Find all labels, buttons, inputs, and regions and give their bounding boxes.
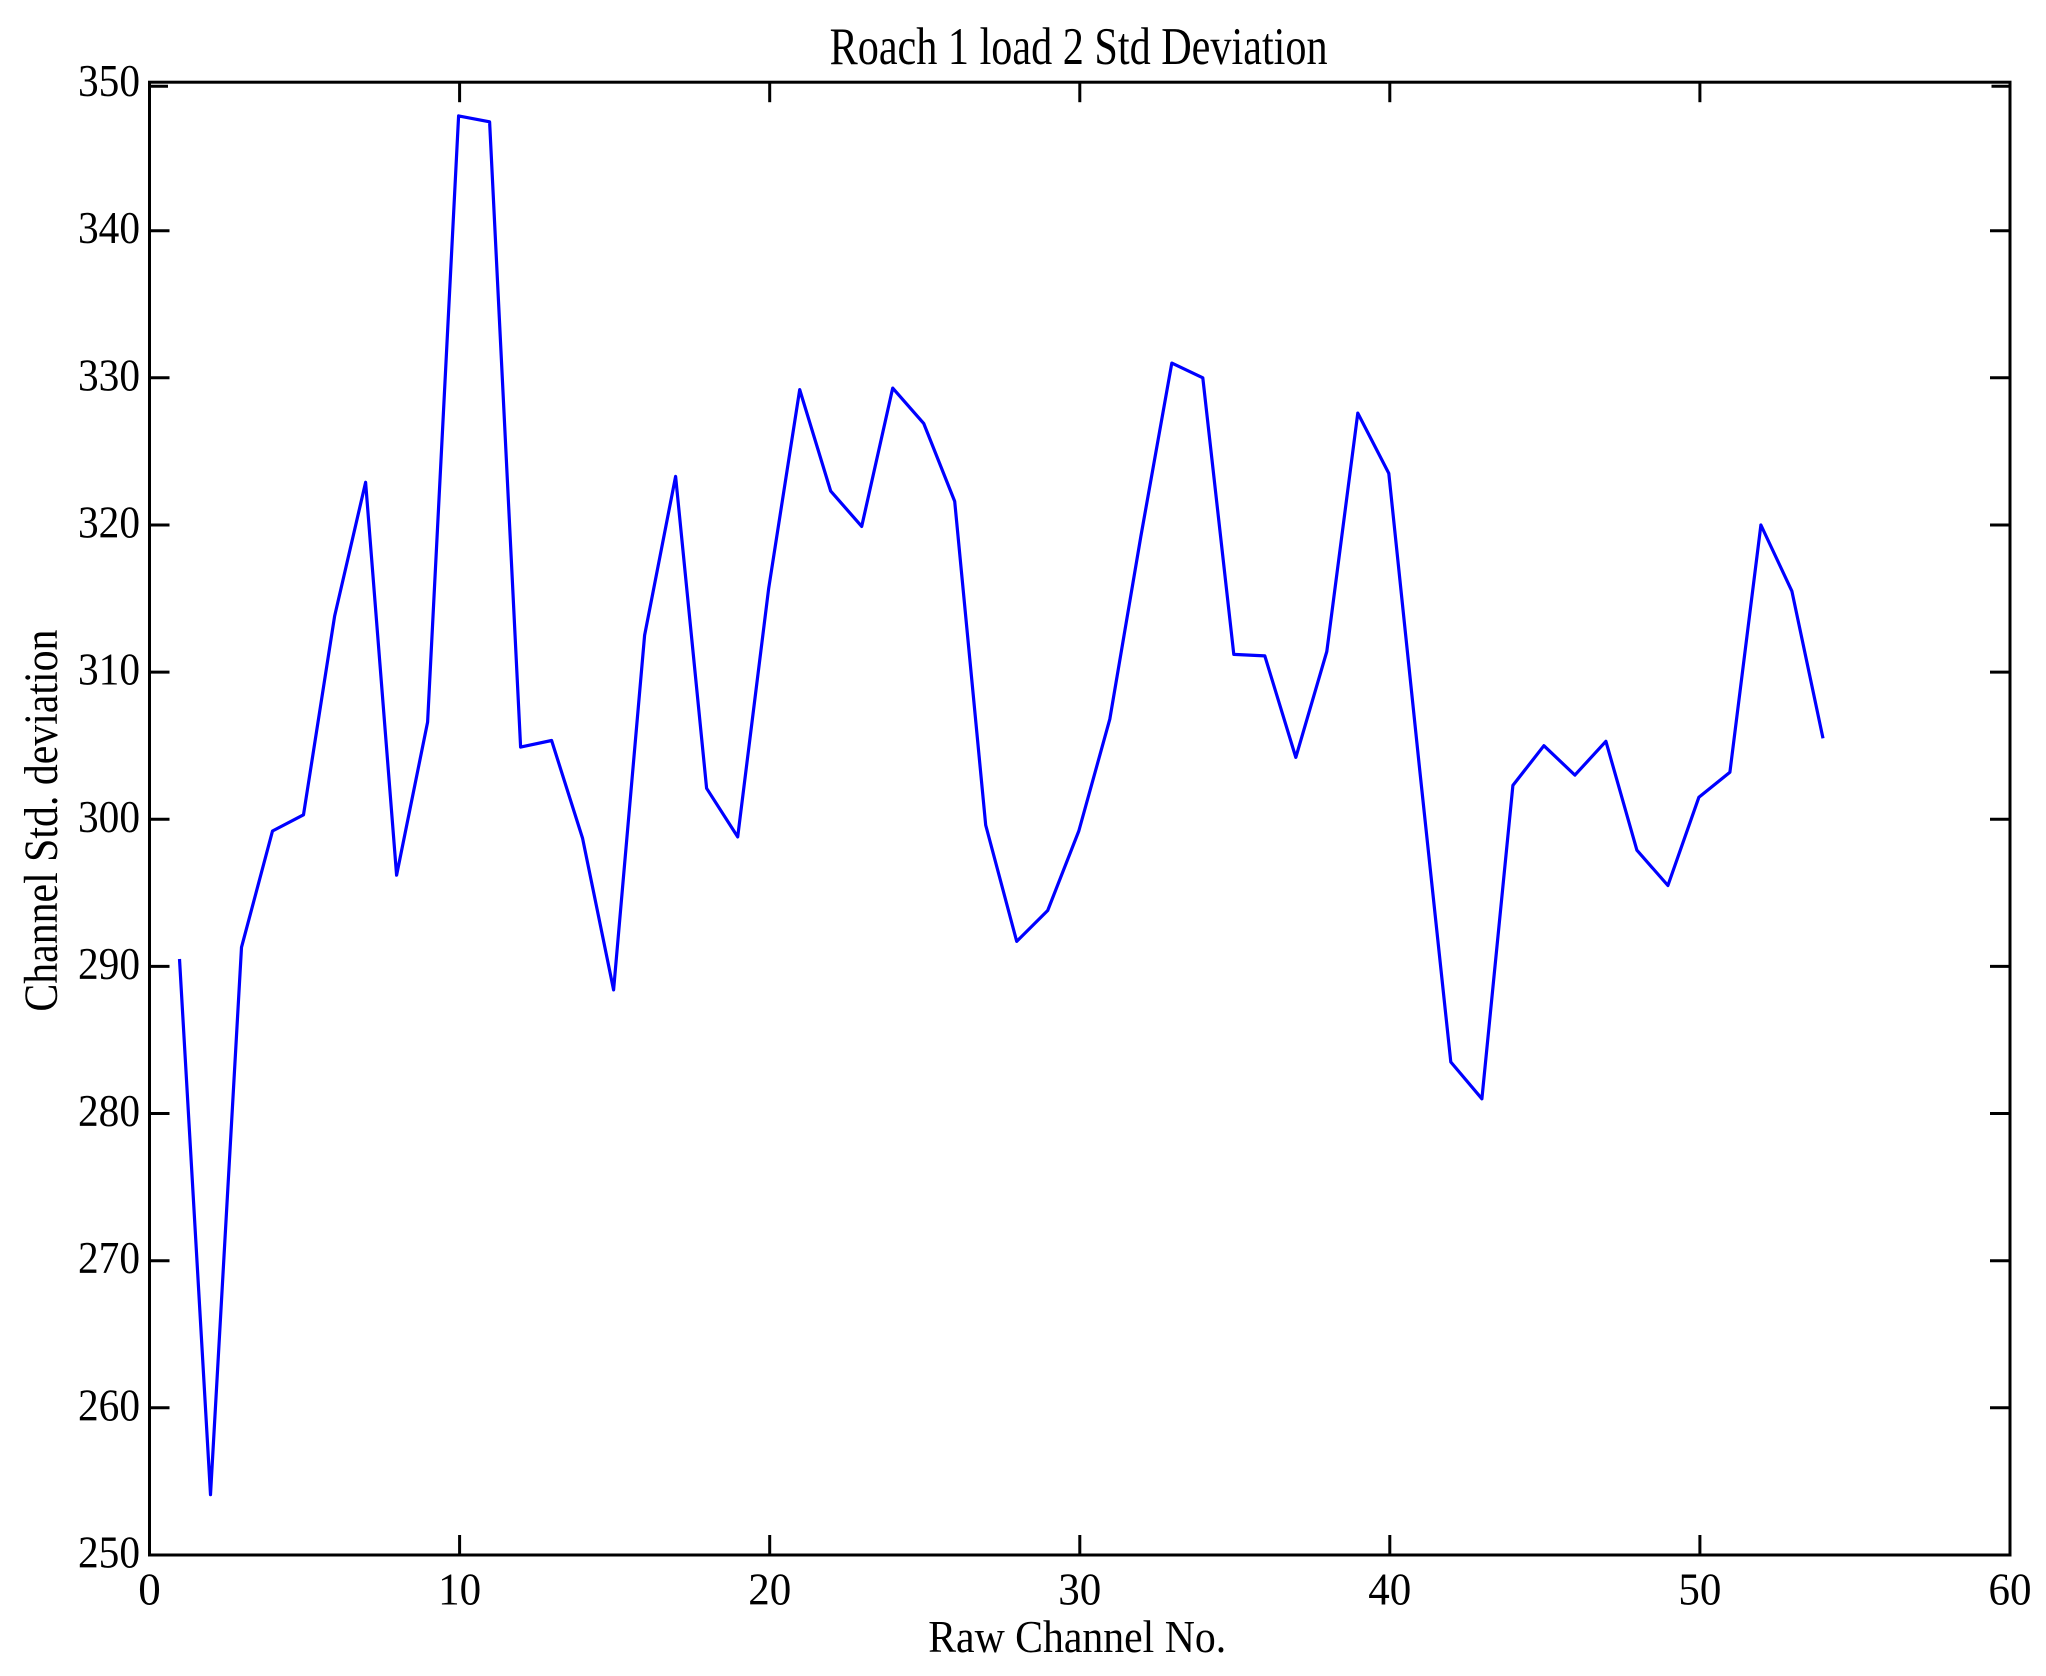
svg-text:30: 30	[1058, 1565, 1101, 1615]
svg-text:20: 20	[748, 1565, 791, 1615]
svg-text:Channel Std. deviation: Channel Std. deviation	[15, 630, 68, 1012]
svg-text:320: 320	[78, 498, 140, 548]
svg-text:280: 280	[78, 1086, 140, 1136]
svg-text:40: 40	[1368, 1565, 1411, 1615]
svg-text:270: 270	[78, 1233, 140, 1283]
svg-text:350: 350	[78, 56, 140, 106]
svg-text:250: 250	[78, 1528, 140, 1578]
svg-text:290: 290	[78, 939, 140, 989]
svg-text:260: 260	[78, 1380, 140, 1430]
svg-text:310: 310	[78, 645, 140, 695]
svg-text:60: 60	[1989, 1565, 2032, 1615]
svg-text:300: 300	[78, 792, 140, 842]
svg-text:340: 340	[78, 203, 140, 253]
svg-text:0: 0	[138, 1565, 161, 1615]
svg-text:Roach 1 load 2 Std Deviation: Roach 1 load 2 Std Deviation	[830, 18, 1328, 76]
svg-text:10: 10	[438, 1565, 481, 1615]
svg-text:Raw Channel No.: Raw Channel No.	[928, 1611, 1226, 1662]
svg-text:330: 330	[78, 350, 140, 400]
svg-text:50: 50	[1678, 1565, 1721, 1615]
